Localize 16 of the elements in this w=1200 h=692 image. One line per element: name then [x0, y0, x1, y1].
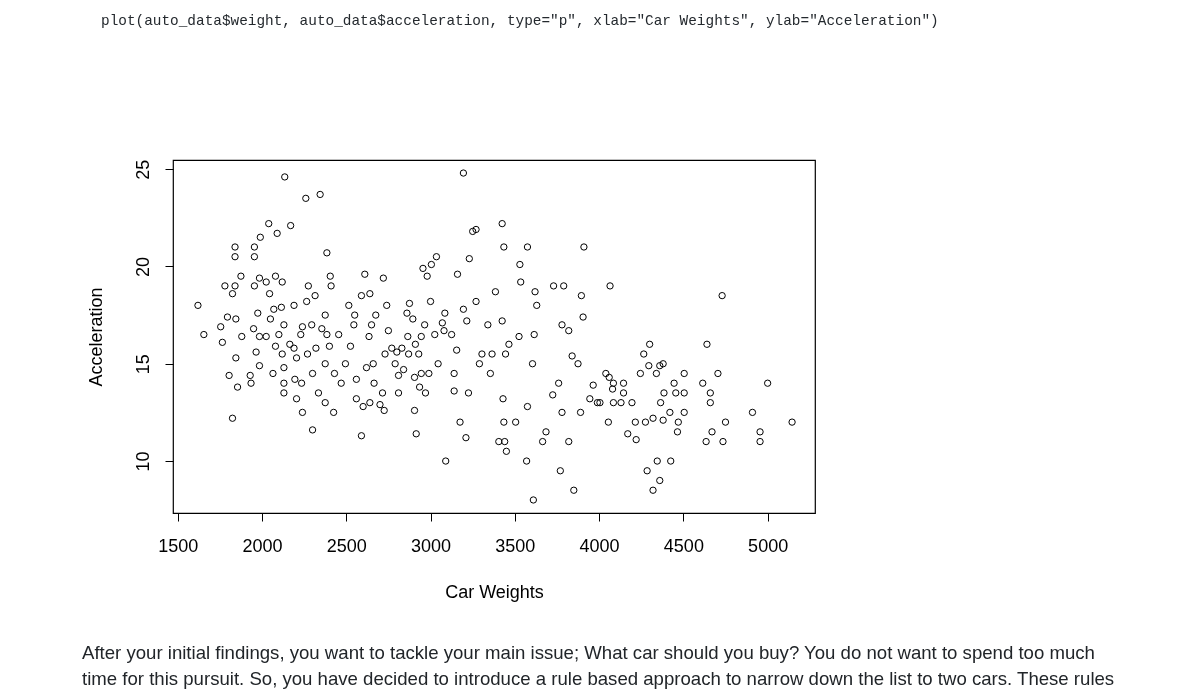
x-tick-label: 1500 [158, 535, 199, 556]
x-tick-label: 4000 [579, 535, 620, 556]
y-tick-label: 20 [132, 256, 153, 277]
y-tick-label: 10 [132, 451, 153, 472]
y-tick-label: 15 [132, 354, 153, 375]
text: After your initial findings, you want to tackle your main issue; What car should you buy? You do not want to spend too much time for this pursuit. So, you have decided to introduce a rule based approach to narrow down the list to two cars. These rules [82, 642, 1115, 689]
y-axis-title: Acceleration [85, 287, 106, 387]
text: plot(auto_data$weight, auto_data$acceleration, type="p", xlab="Car Weights", ylab="Acceleration") [101, 13, 939, 29]
x-tick-label: 4500 [663, 535, 704, 556]
y-tick-label: 25 [132, 159, 153, 180]
x-tick-label: 2500 [326, 535, 367, 556]
x-tick-label: 2000 [242, 535, 283, 556]
x-tick-label: 5000 [748, 535, 789, 556]
x-tick-label: 3000 [411, 535, 452, 556]
x-tick-label: 3500 [495, 535, 536, 556]
x-axis-title: Car Weights [445, 581, 544, 602]
